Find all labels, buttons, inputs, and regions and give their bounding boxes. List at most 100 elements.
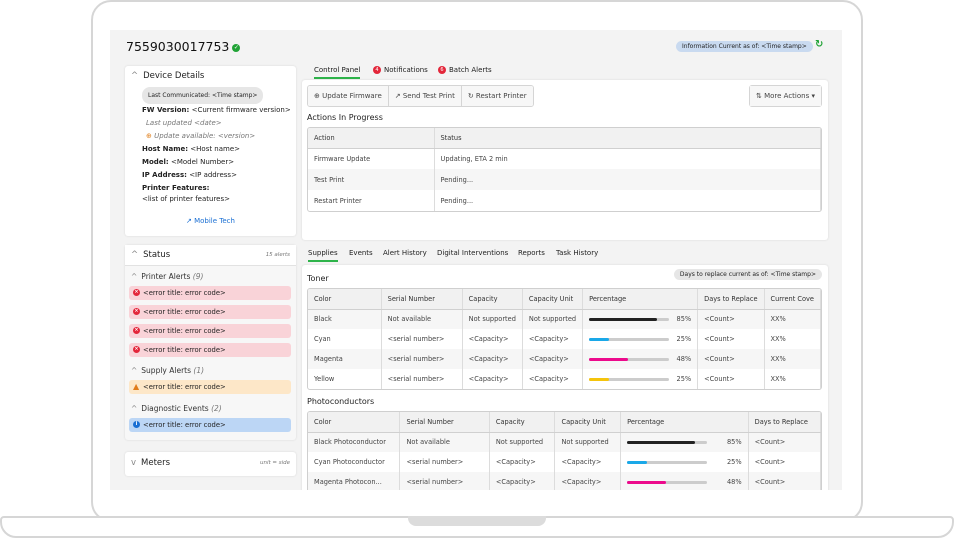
printer-alert[interactable]: × <error title: error code> bbox=[129, 305, 291, 319]
diagnostic-events-group[interactable]: ^ Diagnostic Events (2) bbox=[131, 404, 222, 413]
column-header[interactable]: Capacity bbox=[462, 289, 523, 310]
tab-task-history[interactable]: Task History bbox=[556, 249, 599, 257]
action-status: Updating, ETA 2 min bbox=[434, 148, 821, 169]
column-header[interactable]: Capacity Unit bbox=[522, 289, 584, 310]
action-row: Firmware Update Updating, ETA 2 min bbox=[308, 148, 821, 169]
tab-supplies[interactable]: Supplies bbox=[308, 249, 338, 262]
coverage-cell: XX% bbox=[764, 309, 821, 329]
supplies-panel: Toner Days to replace current as of: <Ti… bbox=[302, 265, 828, 490]
percentage-bar bbox=[589, 357, 670, 361]
color-cell: Yellow bbox=[308, 369, 382, 389]
download-icon: ⊕ bbox=[146, 132, 152, 140]
tab-reports[interactable]: Reports bbox=[518, 249, 545, 257]
more-actions-button[interactable]: ⇅ More Actions ▾ bbox=[749, 85, 822, 107]
fw-value: <Current firmware version> bbox=[191, 106, 291, 114]
action-row: Test Print Pending... bbox=[308, 169, 821, 190]
device-id: 7559030017753 ✓ bbox=[126, 39, 241, 54]
supply-alerts-group[interactable]: ^ Supply Alerts (1) bbox=[131, 366, 205, 375]
fw-version: FW Version: <Current firmware version> bbox=[142, 104, 292, 117]
batch-alerts-badge: 6 bbox=[438, 66, 446, 74]
features-label: Printer Features: bbox=[142, 184, 210, 192]
percentage-bar bbox=[589, 337, 670, 341]
percentage-cell: 85% bbox=[582, 309, 699, 329]
column-header[interactable]: Percentage bbox=[582, 289, 699, 310]
column-header[interactable]: Capacity Unit bbox=[554, 412, 622, 433]
host-value: <Host name> bbox=[190, 145, 241, 153]
days-cell: <Count> bbox=[697, 369, 765, 389]
supply-row: Cyan <serial number> <Capacity> <Capacity> 2… bbox=[308, 329, 821, 349]
printer-alert[interactable]: × <error title: error code> bbox=[129, 286, 291, 300]
column-header[interactable]: Color bbox=[308, 289, 382, 310]
supply-row: Yellow <serial number> <Capacity> <Capacity… bbox=[308, 369, 821, 389]
column-header[interactable]: Serial Number bbox=[399, 412, 490, 433]
color-cell: Cyan bbox=[308, 329, 382, 349]
send-test-print-button[interactable]: ↗ Send Test Print bbox=[388, 86, 462, 106]
color-cell: Black Photoconductor bbox=[308, 432, 401, 452]
meters-card[interactable]: v Meters unit = side bbox=[125, 452, 296, 476]
action-name: Firmware Update bbox=[308, 148, 435, 169]
model-label: Model: bbox=[142, 158, 169, 166]
supply-alert[interactable]: ▲ <error title: error code> bbox=[129, 380, 291, 394]
diagnostic-event[interactable]: i <error title: error code> bbox=[129, 418, 291, 432]
column-header[interactable]: Current Cove bbox=[764, 289, 821, 310]
percentage-label: 25% bbox=[676, 335, 692, 343]
tab-digital-interventions[interactable]: Digital Interventions bbox=[437, 249, 509, 257]
printer-alerts-group[interactable]: ^ Printer Alerts (9) bbox=[131, 272, 204, 281]
percentage-bar bbox=[627, 480, 708, 484]
column-header[interactable]: Serial Number bbox=[381, 289, 463, 310]
update-firmware-button[interactable]: ⊕ Update Firmware bbox=[308, 86, 389, 106]
unit-cell: <Capacity> bbox=[522, 349, 584, 369]
column-header[interactable]: Days to Replace bbox=[748, 412, 821, 433]
days-cell: <Count> bbox=[748, 452, 821, 472]
features-value: <list of printer features> bbox=[142, 195, 230, 203]
device-details-title: Device Details bbox=[143, 71, 205, 81]
last-updated: Last updated <date> bbox=[146, 119, 222, 127]
color-cell: Cyan Photoconductor bbox=[308, 452, 401, 472]
days-cell: <Count> bbox=[697, 349, 765, 369]
refresh-icon[interactable]: ↻ bbox=[815, 39, 824, 50]
capacity-cell: Not supported bbox=[462, 309, 523, 329]
percentage-label: 25% bbox=[676, 375, 692, 383]
action-status: Pending... bbox=[434, 169, 821, 190]
printer-alert[interactable]: × <error title: error code> bbox=[129, 343, 291, 357]
column-header[interactable]: Capacity bbox=[489, 412, 556, 433]
update-available[interactable]: ⊕ Update available: <version> bbox=[142, 130, 292, 143]
toner-table: Color Serial Number Capacity Capacity Unit P… bbox=[307, 288, 822, 390]
serial-cell: <serial number> bbox=[381, 349, 463, 369]
color-cell: Magenta Photocon... bbox=[308, 472, 401, 490]
error-icon: × bbox=[133, 289, 140, 296]
unit-cell: Not supported bbox=[554, 432, 622, 452]
tab-alert-history[interactable]: Alert History bbox=[383, 249, 427, 257]
status-header[interactable]: ^ Status 15 alerts bbox=[125, 245, 296, 266]
percentage-cell: 85% bbox=[620, 432, 749, 452]
color-cell: Black bbox=[308, 309, 382, 329]
capacity-cell: <Capacity> bbox=[489, 472, 556, 490]
unit-cell: <Capacity> bbox=[554, 472, 622, 490]
device-details-header[interactable]: ^ Device Details bbox=[131, 71, 204, 81]
supply-row: Cyan Photoconductor <serial number> <Capac… bbox=[308, 452, 821, 472]
mobile-tech-link[interactable]: ↗ Mobile Tech bbox=[186, 217, 235, 225]
column-header[interactable]: Color bbox=[308, 412, 401, 433]
column-header[interactable]: Days to Replace bbox=[697, 289, 765, 310]
error-icon: × bbox=[133, 327, 140, 334]
tab-batch-alerts[interactable]: 6 Batch Alerts bbox=[438, 66, 492, 74]
action-name: Test Print bbox=[308, 169, 435, 190]
restart-printer-button[interactable]: ↻ Restart Printer bbox=[461, 86, 533, 106]
days-cell: <Count> bbox=[748, 432, 821, 452]
notifications-badge: 4 bbox=[373, 66, 381, 74]
column-header[interactable]: Percentage bbox=[620, 412, 749, 433]
unit-cell: <Capacity> bbox=[522, 369, 584, 389]
info-current-pill: Information Current as of: <Time stamp> bbox=[676, 41, 813, 52]
error-icon: × bbox=[133, 308, 140, 315]
color-cell: Magenta bbox=[308, 349, 382, 369]
fw-label: FW Version: bbox=[142, 106, 190, 114]
percentage-cell: 25% bbox=[620, 452, 749, 472]
tab-control-panel[interactable]: Control Panel bbox=[314, 66, 361, 79]
capacity-cell: <Capacity> bbox=[462, 349, 523, 369]
error-icon: × bbox=[133, 346, 140, 353]
info-current: Information Current as of: <Time stamp> bbox=[676, 41, 813, 52]
tab-notifications[interactable]: 4 Notifications bbox=[373, 66, 428, 74]
actions-table: Action Status Firmware Update Updating, ET… bbox=[307, 127, 822, 212]
tab-events[interactable]: Events bbox=[349, 249, 373, 257]
printer-alert[interactable]: × <error title: error code> bbox=[129, 324, 291, 338]
